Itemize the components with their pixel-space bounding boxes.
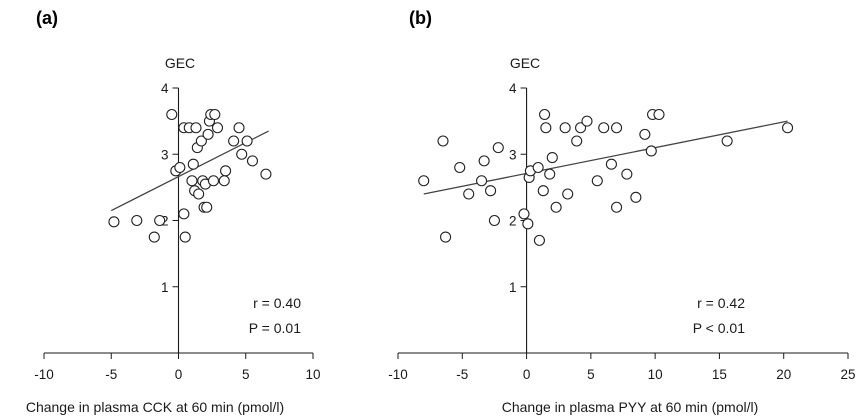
- x-tick-label: -10: [34, 367, 54, 382]
- x-axis-label: Change in plasma CCK at 60 min (pmol/l): [26, 399, 284, 415]
- x-axis-label: Change in plasma PYY at 60 min (pmol/l): [502, 399, 759, 415]
- chart-title: GEC: [165, 55, 195, 71]
- data-point: [195, 135, 207, 147]
- data-point: [228, 135, 240, 147]
- y-tick-label: 2: [509, 214, 517, 229]
- x-tick-label: 20: [776, 367, 791, 382]
- y-tick-label: 1: [161, 280, 169, 295]
- scatter-chart-b: -10 -5 0 5 10 15 20 25 1 2 3 4 GEC r = 0.42 P < 0.01 Ch…: [388, 55, 855, 415]
- data-point: [485, 185, 497, 197]
- data-point: [611, 122, 623, 134]
- data-point: [154, 214, 166, 227]
- data-point: [211, 122, 224, 134]
- data-point: [207, 175, 220, 187]
- x-tick-label: -5: [105, 367, 117, 382]
- data-point: [546, 152, 558, 164]
- data-point: [201, 201, 213, 213]
- data-point: [437, 135, 449, 147]
- x-tick-label: -5: [456, 367, 468, 382]
- data-point: [236, 148, 248, 160]
- data-point: [575, 122, 587, 134]
- x-tick-label: 0: [523, 367, 531, 382]
- data-point: [209, 108, 221, 121]
- data-point: [186, 175, 198, 187]
- data-point: [522, 218, 534, 230]
- data-point: [782, 122, 794, 134]
- data-point: [218, 175, 230, 187]
- data-point: [591, 175, 603, 187]
- data-point: [492, 142, 504, 154]
- panel-label: (a): [36, 8, 58, 28]
- data-point: [539, 108, 551, 121]
- data-point: [645, 145, 657, 157]
- correlation-label: r = 0.40: [253, 295, 301, 311]
- data-point: [476, 175, 488, 187]
- data-point: [246, 155, 259, 167]
- y-tick-label: 3: [509, 147, 517, 162]
- data-point: [179, 231, 191, 243]
- x-tick-label: 10: [648, 367, 663, 382]
- regression-line: [110, 130, 269, 212]
- panel-label: (b): [409, 8, 432, 28]
- y-tick-label: 3: [161, 147, 169, 162]
- data-point: [653, 108, 665, 121]
- p-value-label: P < 0.01: [693, 320, 746, 336]
- data-point: [488, 214, 500, 227]
- data-point: [241, 135, 253, 147]
- data-point: [463, 188, 475, 200]
- data-point: [478, 155, 490, 167]
- data-point: [537, 185, 549, 197]
- data-point: [418, 175, 430, 187]
- data-point: [621, 168, 633, 180]
- data-point: [639, 128, 651, 140]
- data-point: [598, 122, 610, 134]
- x-tick-label: 15: [712, 367, 727, 382]
- data-point: [166, 108, 178, 121]
- y-tick-label: 1: [509, 280, 517, 295]
- data-point: [220, 165, 232, 177]
- panel-a: (a) -10-505101234GECr = 0.40P = 0.01Chan…: [0, 0, 370, 419]
- chart-title: GEC: [510, 55, 540, 71]
- data-point: [178, 208, 190, 220]
- data-point: [518, 208, 530, 220]
- data-point: [190, 122, 202, 134]
- data-point: [187, 158, 199, 170]
- data-point: [550, 201, 562, 213]
- data-point: [174, 161, 186, 174]
- data-point: [148, 231, 160, 243]
- data-point: [721, 135, 733, 147]
- panel-b: (b) -10 -5 0 5 10 15 20 25 1 2 3 4 GEC r = 0.42 P < 0.…: [370, 0, 859, 419]
- data-point: [533, 234, 545, 246]
- x-tick-label: -10: [388, 367, 408, 382]
- x-tick-label: 0: [175, 367, 183, 382]
- data-point: [571, 135, 583, 147]
- y-tick-label: 4: [161, 81, 169, 96]
- x-tick-label: 10: [305, 367, 320, 382]
- data-point: [581, 115, 593, 127]
- data-point: [454, 161, 466, 174]
- data-point: [630, 191, 642, 203]
- y-tick-label: 4: [509, 81, 517, 96]
- data-point: [202, 128, 214, 140]
- data-point: [260, 168, 272, 180]
- data-point: [611, 201, 623, 213]
- data-point: [440, 231, 452, 243]
- data-point: [559, 122, 571, 134]
- data-point: [193, 188, 205, 200]
- data-point: [131, 214, 143, 227]
- p-value-label: P = 0.01: [249, 320, 302, 336]
- data-point: [544, 168, 556, 180]
- data-point: [562, 188, 574, 200]
- data-point: [108, 216, 120, 228]
- correlation-label: r = 0.42: [697, 295, 745, 311]
- x-tick-label: 25: [840, 367, 855, 382]
- x-tick-label: 5: [587, 367, 595, 382]
- data-point: [532, 161, 544, 174]
- data-point: [233, 122, 245, 134]
- data-point: [540, 122, 552, 134]
- data-point: [605, 158, 617, 170]
- x-tick-label: 5: [242, 367, 250, 382]
